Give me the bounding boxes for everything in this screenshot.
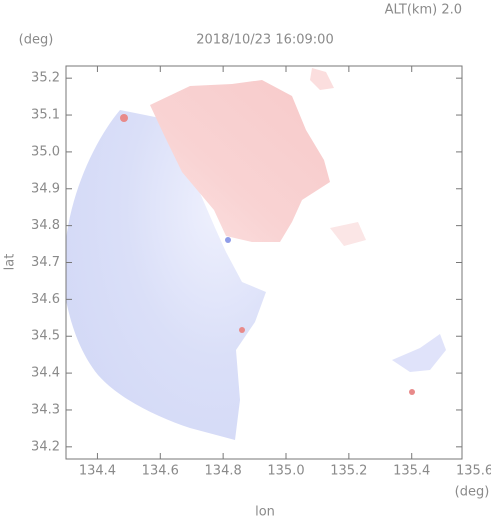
y-tick-label: 35.0 xyxy=(31,144,60,159)
y-tick-label: 35.2 xyxy=(31,71,60,86)
axes: 134.4 134.6 134.8 135.0 135.2 135.4 135.6 34.2 3… xyxy=(31,66,491,479)
y-tick-label: 34.8 xyxy=(31,218,60,233)
x-tick-label: 134.4 xyxy=(79,464,116,479)
x-tick-label: 134.6 xyxy=(142,464,179,479)
x-unit: (deg) xyxy=(455,485,490,500)
y-tick-label: 34.6 xyxy=(31,292,60,307)
x-tick-label: 134.8 xyxy=(205,464,242,479)
y-tick-label: 34.7 xyxy=(31,255,60,270)
radar-echo-red xyxy=(310,68,334,90)
radar-field xyxy=(66,68,446,440)
y-tick-label: 34.5 xyxy=(31,329,60,344)
y-tick-label: 34.9 xyxy=(31,181,60,196)
x-tick-label: 135.4 xyxy=(393,464,430,479)
altitude-label: ALT(km) 2.0 xyxy=(385,3,462,18)
y-unit: (deg) xyxy=(19,33,54,48)
y-tick-label: 34.3 xyxy=(31,402,60,417)
chart-title: 2018/10/23 16:09:00 xyxy=(196,33,333,48)
y-tick-label: 34.2 xyxy=(31,439,60,454)
radar-echo-blue xyxy=(225,237,231,243)
radar-echo-red xyxy=(120,114,128,122)
x-tick-label: 135.6 xyxy=(456,464,491,479)
radar-echo-red xyxy=(330,222,366,246)
radar-echo-blue xyxy=(66,110,266,440)
radar-echo-red xyxy=(150,80,330,242)
x-tick-label: 135.2 xyxy=(330,464,367,479)
x-axis-label: lon xyxy=(255,505,275,520)
y-axis-label: lat xyxy=(3,254,18,271)
y-tick-label: 34.4 xyxy=(31,366,60,381)
y-tick-label: 35.1 xyxy=(31,108,60,123)
x-tick-label: 135.0 xyxy=(267,464,304,479)
radar-echo-blue xyxy=(392,334,446,372)
radar-echo-red xyxy=(239,327,245,333)
radar-echo-red xyxy=(409,389,415,395)
